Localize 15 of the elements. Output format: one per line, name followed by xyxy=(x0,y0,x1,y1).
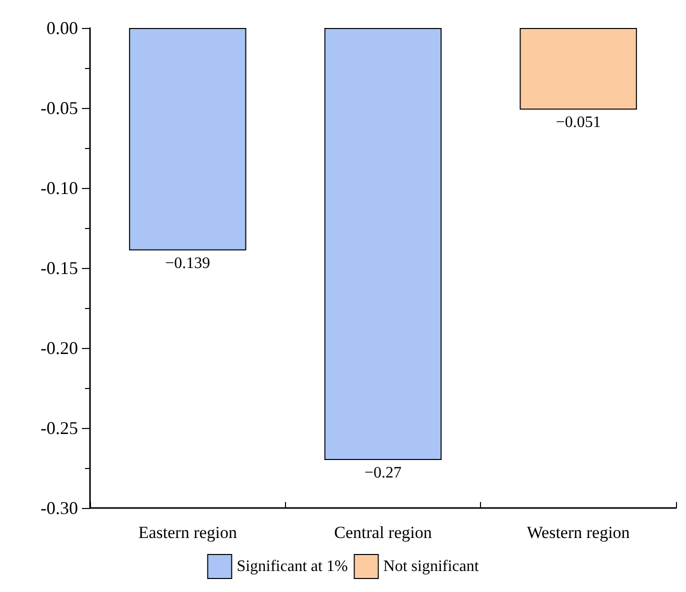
y-tick-label: -0.15 xyxy=(40,258,78,278)
y-tick-label: -0.25 xyxy=(40,418,78,438)
y-tick-label: -0.20 xyxy=(40,338,78,358)
data-label: −0.051 xyxy=(556,114,601,132)
data-label: −0.139 xyxy=(165,254,210,272)
legend-label: Significant at 1% xyxy=(236,558,348,575)
y-tick-label: -0.05 xyxy=(40,98,78,118)
data-label: −0.27 xyxy=(364,464,402,482)
x-tick-label: Western region xyxy=(526,523,630,542)
y-tick-label: -0.10 xyxy=(40,178,78,198)
y-tick-label: 0.00 xyxy=(46,18,78,38)
legend-label: Not significant xyxy=(383,558,480,575)
y-tick-label: -0.30 xyxy=(40,498,78,518)
x-tick-label: Central region xyxy=(334,523,432,542)
x-tick-label: Eastern region xyxy=(138,523,238,542)
